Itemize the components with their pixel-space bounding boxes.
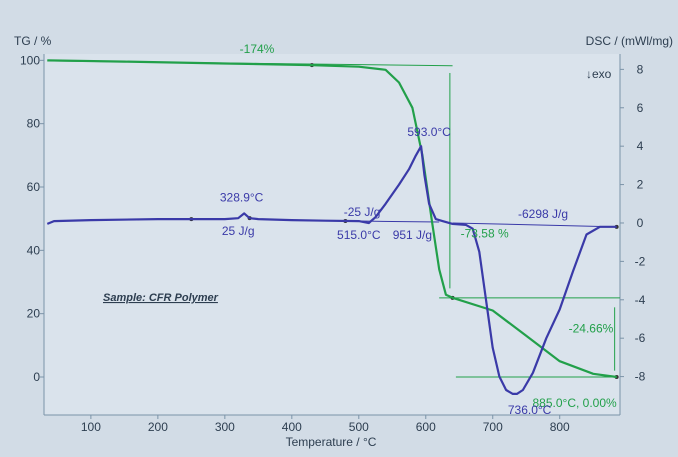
exo-indicator: ↓exo bbox=[586, 67, 612, 81]
annotation-label: -25 J/g bbox=[344, 205, 381, 219]
annotation-label: -174% bbox=[240, 42, 275, 56]
y-right-tick-label: -8 bbox=[635, 370, 646, 384]
x-tick-label: 400 bbox=[282, 420, 302, 434]
y-left-tick-label: 0 bbox=[33, 370, 40, 384]
annotation-label: 885.0°C, 0.00% bbox=[533, 396, 618, 410]
x-tick-label: 600 bbox=[416, 420, 436, 434]
y-right-axis-title: DSC / (mWl/mg) bbox=[586, 34, 673, 48]
x-tick-label: 200 bbox=[148, 420, 168, 434]
y-left-tick-label: 40 bbox=[27, 243, 41, 257]
y-right-tick-label: -6 bbox=[635, 331, 646, 345]
x-tick-label: 300 bbox=[215, 420, 235, 434]
y-left-axis-title: TG / % bbox=[14, 34, 52, 48]
x-tick-label: 100 bbox=[81, 420, 101, 434]
annotation-label: -6298 J/g bbox=[518, 207, 568, 221]
y-right-tick-label: 8 bbox=[637, 62, 644, 76]
annotation-label: 515.0°C bbox=[337, 228, 381, 242]
x-tick-label: 500 bbox=[349, 420, 369, 434]
annotation-label: 25 J/g bbox=[222, 224, 255, 238]
y-right-tick-label: 2 bbox=[637, 178, 644, 192]
y-left-tick-label: 80 bbox=[27, 117, 41, 131]
y-right-tick-label: -2 bbox=[635, 254, 646, 268]
annotation-label: 736.0°C bbox=[508, 403, 552, 417]
y-right-tick-label: 6 bbox=[637, 101, 644, 115]
plot-background bbox=[44, 54, 620, 415]
sample-label: Sample: CFR Polymer bbox=[103, 292, 219, 304]
dsc-integration-baseline bbox=[452, 222, 617, 228]
y-right-tick-label: 4 bbox=[637, 139, 644, 153]
y-right-tick-label: 0 bbox=[637, 216, 644, 230]
annotation-label: 328.9°C bbox=[220, 190, 264, 204]
y-right-tick-label: -4 bbox=[635, 293, 646, 307]
annotation-label: -24.66% bbox=[569, 322, 614, 336]
x-tick-label: 800 bbox=[550, 420, 570, 434]
dsc-curve bbox=[46, 145, 617, 395]
y-left-tick-label: 20 bbox=[27, 307, 41, 321]
x-axis-title: Temperature / °C bbox=[286, 435, 377, 449]
y-left-tick-label: 100 bbox=[20, 53, 40, 67]
annotation-label: -73.58 % bbox=[461, 227, 509, 241]
x-tick-label: 700 bbox=[483, 420, 503, 434]
annotation-label: 951 J/g bbox=[393, 228, 432, 242]
y-left-tick-label: 60 bbox=[27, 180, 41, 194]
annotation-label: 593.0°C bbox=[407, 125, 451, 139]
